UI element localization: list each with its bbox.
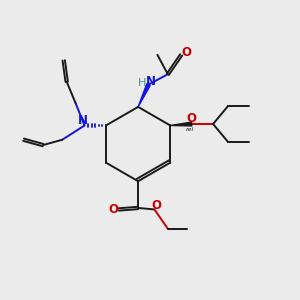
Polygon shape — [170, 122, 192, 126]
Text: O: O — [108, 203, 118, 216]
Text: O: O — [151, 200, 161, 212]
Text: rel: rel — [186, 127, 194, 132]
Text: H: H — [138, 78, 146, 88]
Polygon shape — [138, 84, 150, 107]
Text: N: N — [78, 114, 88, 127]
Text: N: N — [146, 74, 156, 88]
Text: O: O — [181, 46, 191, 59]
Text: O: O — [187, 112, 197, 125]
